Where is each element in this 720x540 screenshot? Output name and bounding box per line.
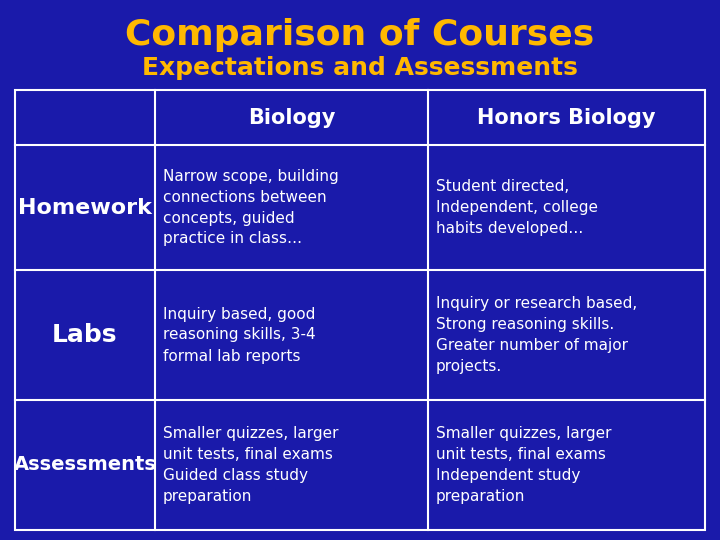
Text: Comparison of Courses: Comparison of Courses [125, 18, 595, 52]
Text: Assessments: Assessments [14, 456, 156, 475]
Text: Labs: Labs [53, 323, 118, 347]
Text: Honors Biology: Honors Biology [477, 107, 656, 127]
Text: Homework: Homework [18, 198, 152, 218]
Text: Biology: Biology [248, 107, 336, 127]
Text: Narrow scope, building
connections between
concepts, guided
practice in class…: Narrow scope, building connections betwe… [163, 168, 338, 246]
Text: Smaller quizzes, larger
unit tests, final exams
Independent study
preparation: Smaller quizzes, larger unit tests, fina… [436, 426, 611, 504]
Text: Student directed,
Independent, college
habits developed…: Student directed, Independent, college h… [436, 179, 598, 236]
Text: Smaller quizzes, larger
unit tests, final exams
Guided class study
preparation: Smaller quizzes, larger unit tests, fina… [163, 426, 338, 504]
Text: Expectations and Assessments: Expectations and Assessments [142, 56, 578, 80]
Bar [15, 90, 705, 530]
Text: Inquiry based, good
reasoning skills, 3-4
formal lab reports: Inquiry based, good reasoning skills, 3-… [163, 307, 315, 363]
Text: Inquiry or research based,
Strong reasoning skills.
Greater number of major
proj: Inquiry or research based, Strong reason… [436, 296, 637, 374]
